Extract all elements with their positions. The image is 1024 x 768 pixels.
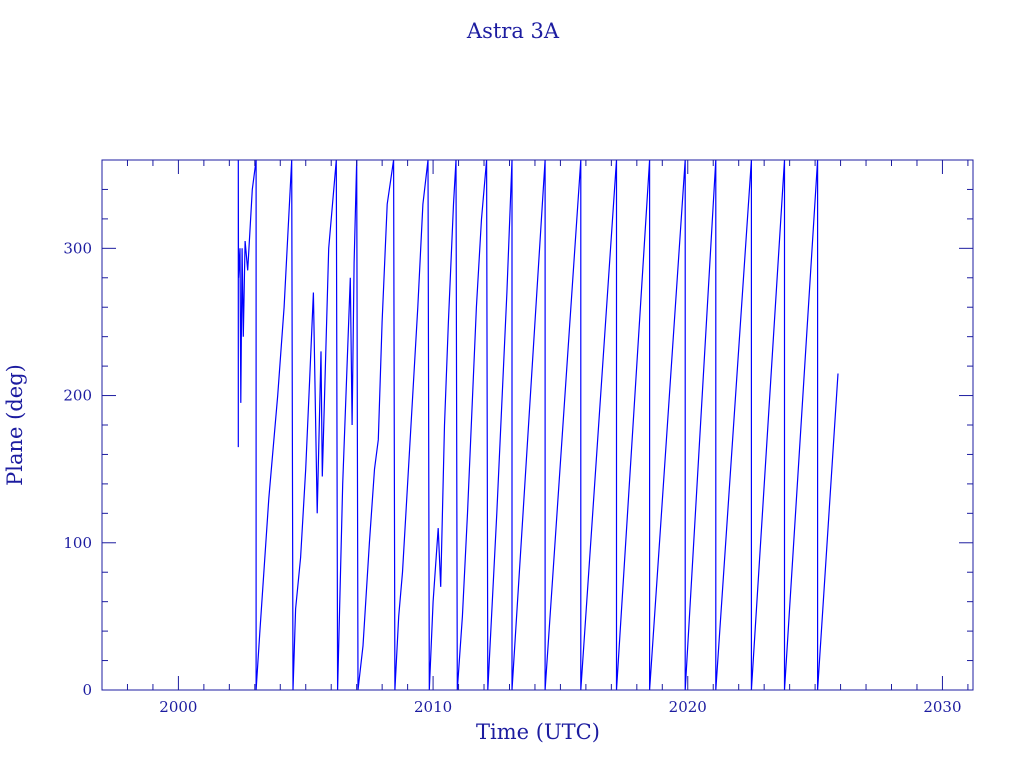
x-tick-label: 2030 xyxy=(923,698,961,716)
x-tick-label: 2020 xyxy=(669,698,707,716)
y-axis-label: Plane (deg) xyxy=(3,364,27,486)
series-line-0 xyxy=(237,159,839,691)
plot-frame xyxy=(101,159,974,691)
chart-title: Astra 3A xyxy=(466,19,560,43)
x-axis-ticks: 2000 2010 2020 2030 xyxy=(101,160,969,716)
plot-area xyxy=(237,159,839,691)
y-tick-label: 300 xyxy=(63,239,92,257)
x-tick-label: 2000 xyxy=(159,698,197,716)
x-tick-label: 2010 xyxy=(414,698,452,716)
y-tick-label: 200 xyxy=(63,387,92,405)
y-axis-ticks: 0 100 200 300 xyxy=(63,159,973,699)
y-tick-label: 100 xyxy=(63,534,92,552)
y-tick-label: 0 xyxy=(82,681,92,699)
x-axis-label: Time (UTC) xyxy=(476,720,600,744)
